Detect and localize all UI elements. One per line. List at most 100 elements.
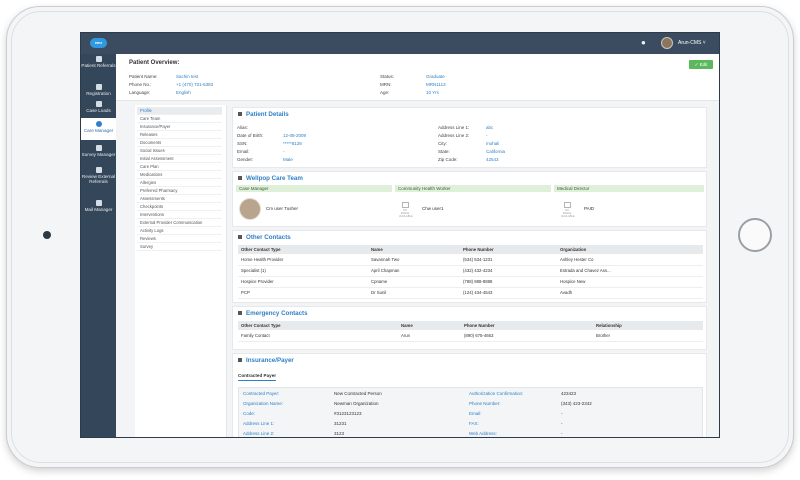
sidebar: Patient Referrals Registration Case Load… [81, 54, 116, 437]
detail-label: Address Line 2: [438, 133, 470, 138]
tab-interventions[interactable]: Interventions [137, 211, 222, 219]
table-cell: Dr Sunil [368, 287, 460, 299]
mail-icon [95, 200, 102, 206]
overview-label: Phone No.: [129, 82, 152, 87]
table-row[interactable]: Hospice Provider Cpname (788) 888-8888 H… [238, 276, 703, 288]
overview-label: Status: [380, 74, 395, 79]
sidebar-item-case-loads[interactable]: Case Loads [81, 101, 116, 113]
member-name: Cm user Tusher [266, 206, 299, 211]
tab-releases[interactable]: Releases [137, 131, 222, 139]
sidebar-item-care-manager[interactable]: Care Manager [81, 118, 116, 140]
table-header-row: Other Contact Type Name Phone Number Rel… [238, 321, 703, 330]
insurance-value: New Contracted Person [334, 391, 382, 396]
tab-activity-logs[interactable]: Activity Logs [137, 227, 222, 235]
tab-initial-assessment[interactable]: Initial Assessment [137, 155, 222, 163]
edit-button[interactable]: ✓ Edit [689, 60, 713, 69]
tab-insurance-payer[interactable]: Insurance/Payer [137, 123, 222, 131]
tab-medications[interactable]: Medications [137, 171, 222, 179]
tablet-bezel [11, 11, 789, 463]
user-avatar[interactable] [661, 37, 673, 49]
user-menu[interactable]: Arun-CMS ˅ [678, 40, 706, 46]
emergency-contacts-section: Emergency Contacts Other Contact Type Na… [232, 306, 707, 350]
table-row[interactable]: PCP Dr Sunil (124) 434-4543 Avadh [238, 287, 703, 299]
sidebar-item-label: Review External Referrals [81, 174, 116, 185]
member-name: Chw user1 [422, 206, 444, 211]
app-logo[interactable]: emr [90, 38, 107, 48]
other-contacts-section: Other Contacts Other Contact Type Name P… [232, 230, 707, 303]
profile-content: Patient Details Alias: Date of Birth: 12… [232, 105, 707, 437]
care-team-section: Wellpop Care Team Case Manager Community… [232, 171, 707, 227]
detail-label: Email: [237, 149, 250, 154]
table-cell: (890) 675-4663 [461, 330, 593, 342]
table-cell: Home Health Provider [238, 254, 368, 266]
tab-care-team[interactable]: Care Team [137, 115, 222, 123]
sidebar-item-label: Patient Referrals [81, 63, 116, 68]
role-medical-director: Medical Director [554, 185, 704, 192]
detail-label: State: [438, 149, 450, 154]
tab-profile[interactable]: Profile [137, 107, 222, 115]
overview-label: Language: [129, 90, 151, 95]
tab-contracted-payer[interactable]: Contracted Payer [238, 373, 277, 381]
detail-value: - [486, 133, 488, 138]
overview-value: Graduate [426, 74, 445, 79]
tab-assessments[interactable]: Assessments [137, 195, 222, 203]
table-header-row: Other Contact Type Name Phone Number Org… [238, 245, 703, 254]
tab-documents[interactable]: Documents [137, 139, 222, 147]
tab-external-provider-communication[interactable]: External Provider Communication [137, 219, 222, 227]
tab-allergies[interactable]: Allergies [137, 179, 222, 187]
insurance-label: Organization Name: [243, 401, 284, 406]
tab-survey[interactable]: Survey [137, 243, 222, 251]
sidebar-item-label: Care Manager [83, 128, 114, 133]
table-cell: PCP [238, 287, 368, 299]
tab-social-issues[interactable]: Social Issues [137, 147, 222, 155]
tab-reviews[interactable]: Reviews [137, 235, 222, 243]
insurance-details: Contracted Payer: New Contracted Person … [238, 387, 703, 437]
patient-details-section: Patient Details Alias: Date of Birth: 12… [232, 107, 707, 168]
table-cell: Brother [593, 330, 703, 342]
sidebar-item-survey-manager[interactable]: Survey Manager [81, 145, 116, 157]
tab-checkpoints[interactable]: Checkpoints [137, 203, 222, 211]
detail-label: SSN: [237, 141, 248, 146]
tab-preferred-pharmacy[interactable]: Preferred Pharmacy [137, 187, 222, 195]
person-icon [95, 121, 102, 127]
sidebar-item-mail-manager[interactable]: Mail Manager [81, 200, 116, 212]
detail-value: abc [486, 125, 494, 130]
sidebar-item-patient-referrals[interactable]: Patient Referrals [81, 56, 116, 68]
detail-value: Male [283, 157, 293, 162]
insurance-value: - [561, 431, 563, 436]
sidebar-item-label: Registration [86, 91, 111, 96]
table-cell: (124) 434-4543 [460, 287, 557, 299]
detail-value: *****8128 [283, 141, 302, 146]
patient-overview: Patient Overview: ✓ Edit Patient Name: S… [116, 54, 719, 101]
detail-value: 42543 [486, 157, 499, 162]
detail-label: Zip Code: [438, 157, 458, 162]
bell-icon[interactable]: ● [641, 38, 646, 47]
member-name: PAID [584, 206, 595, 211]
sidebar-item-review-external-referrals[interactable]: Review External Referrals [81, 167, 116, 184]
table-row[interactable]: Family Contact Arun (890) 675-4663 Broth… [238, 330, 703, 342]
overview-value: Sachin test [176, 74, 199, 79]
detail-value: mohali [486, 141, 500, 146]
insurance-label: Address Line 2: [243, 431, 275, 436]
section-title: Patient Details [238, 111, 289, 118]
home-button[interactable] [738, 218, 772, 252]
camera-lens [43, 231, 51, 239]
insurance-value: (343) 423-2342 [561, 401, 592, 406]
overview-value: 10 Yrs [426, 90, 439, 95]
insurance-label: Address Line 1: [243, 421, 275, 426]
insurance-value: Newman Organization [334, 401, 379, 406]
image-placeholder-icon [401, 202, 409, 208]
tab-care-plan[interactable]: Care Plan [137, 163, 222, 171]
table-row[interactable]: Home Health Provider Savannah Two (534) … [238, 254, 703, 266]
edit-icon [95, 167, 102, 173]
section-title: Insurance/Payer [238, 357, 294, 364]
role-case-manager: Case Manager [236, 185, 392, 192]
insurance-section: Insurance/Payer Contracted Payer Contrac… [232, 353, 707, 437]
image-placeholder-icon [563, 202, 571, 208]
table-cell: (534) 534-1231 [460, 254, 557, 266]
section-title: Other Contacts [238, 234, 291, 241]
table-cell: Family Contact [238, 330, 398, 342]
overview-label: Age: [380, 90, 390, 95]
table-row[interactable]: Specialist (1) April Chapman (432) 432-4… [238, 265, 703, 277]
sidebar-item-registration[interactable]: Registration [81, 84, 116, 96]
